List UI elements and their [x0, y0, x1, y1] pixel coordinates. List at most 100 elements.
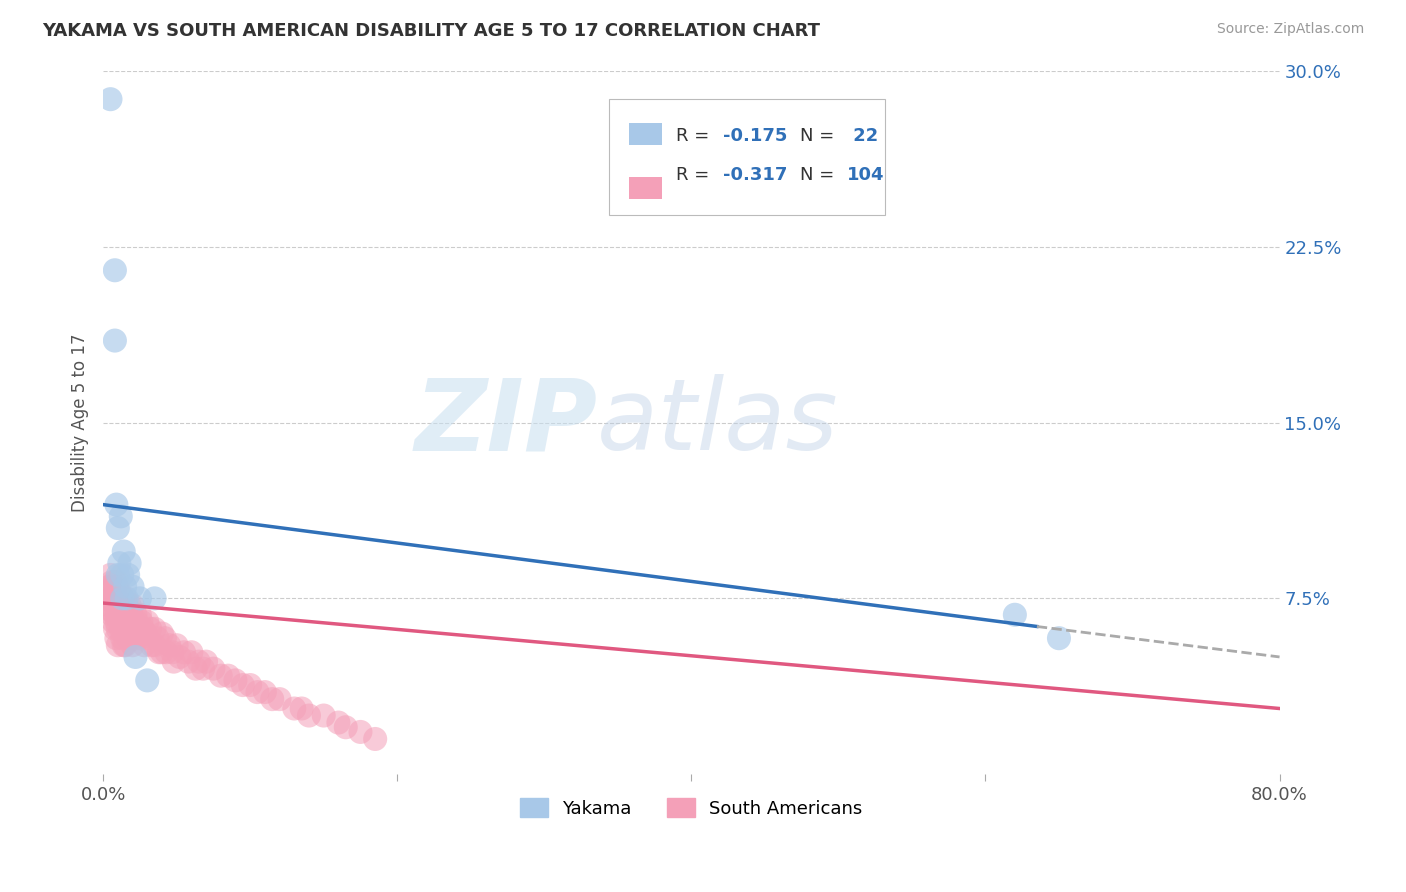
Point [101, 591, 124, 606]
Point [131, 615, 153, 629]
Point [187, 655, 209, 669]
FancyBboxPatch shape [628, 123, 662, 145]
Point [120, 607, 142, 622]
Point [246, 685, 269, 699]
Point [180, 645, 202, 659]
Point [128, 591, 150, 606]
Point [111, 591, 134, 606]
Point [111, 607, 134, 622]
Point [163, 655, 186, 669]
Point [104, 622, 127, 636]
Point [269, 692, 291, 706]
Point [328, 715, 350, 730]
Point [114, 638, 136, 652]
Point [114, 607, 136, 622]
Point [298, 708, 321, 723]
Point [1004, 607, 1026, 622]
Text: ZIP: ZIP [415, 374, 598, 471]
Text: N =: N = [800, 166, 839, 184]
Text: YAKAMA VS SOUTH AMERICAN DISABILITY AGE 5 TO 17 CORRELATION CHART: YAKAMA VS SOUTH AMERICAN DISABILITY AGE … [42, 22, 820, 40]
Point [136, 631, 159, 645]
Point [118, 622, 141, 636]
Point [153, 631, 176, 645]
Point [104, 263, 127, 277]
Point [114, 622, 136, 636]
Point [101, 607, 124, 622]
Point [143, 591, 166, 606]
Point [134, 638, 156, 652]
Point [128, 607, 150, 622]
Point [117, 631, 139, 645]
Point [107, 521, 129, 535]
Point [98, 599, 121, 613]
Point [191, 662, 214, 676]
Point [117, 568, 139, 582]
Text: -0.317: -0.317 [723, 166, 787, 184]
Text: 104: 104 [846, 166, 884, 184]
Point [105, 631, 128, 645]
Point [146, 631, 169, 645]
Point [155, 645, 177, 659]
Point [217, 669, 239, 683]
Point [1047, 631, 1070, 645]
Point [111, 568, 134, 582]
Text: R =: R = [676, 128, 716, 145]
Point [107, 591, 129, 606]
Point [121, 615, 143, 629]
Point [166, 638, 188, 652]
Point [349, 725, 371, 739]
Point [100, 584, 122, 599]
Point [239, 678, 262, 692]
Point [120, 631, 142, 645]
Point [150, 645, 173, 659]
Point [101, 574, 124, 589]
Point [173, 645, 195, 659]
Point [110, 509, 132, 524]
Point [262, 692, 284, 706]
Point [135, 626, 157, 640]
Point [112, 615, 135, 629]
Point [128, 631, 150, 645]
Text: N =: N = [800, 128, 839, 145]
Text: R =: R = [676, 166, 716, 184]
Point [114, 591, 136, 606]
Point [121, 580, 143, 594]
Point [107, 574, 129, 589]
Point [108, 556, 131, 570]
Point [177, 655, 200, 669]
Point [169, 649, 191, 664]
Point [104, 607, 127, 622]
Point [100, 603, 122, 617]
Point [143, 638, 166, 652]
Point [100, 568, 122, 582]
Point [124, 607, 146, 622]
Y-axis label: Disability Age 5 to 17: Disability Age 5 to 17 [72, 334, 89, 512]
Legend: Yakama, South Americans: Yakama, South Americans [513, 791, 869, 825]
Point [127, 622, 149, 636]
Point [224, 673, 246, 688]
Point [103, 580, 125, 594]
Point [364, 731, 387, 746]
Point [125, 615, 148, 629]
Text: Source: ZipAtlas.com: Source: ZipAtlas.com [1216, 22, 1364, 37]
Point [162, 645, 184, 659]
Text: 22: 22 [846, 128, 877, 145]
Point [110, 607, 132, 622]
Point [209, 669, 232, 683]
Point [114, 580, 136, 594]
Point [103, 615, 125, 629]
Point [104, 334, 127, 348]
Point [110, 591, 132, 606]
Point [121, 599, 143, 613]
Point [121, 638, 143, 652]
Point [184, 662, 207, 676]
Point [112, 638, 135, 652]
Point [283, 701, 305, 715]
Point [232, 678, 254, 692]
Point [105, 498, 128, 512]
Point [141, 638, 163, 652]
Point [115, 599, 138, 613]
Point [122, 615, 145, 629]
Point [107, 607, 129, 622]
Point [104, 591, 127, 606]
